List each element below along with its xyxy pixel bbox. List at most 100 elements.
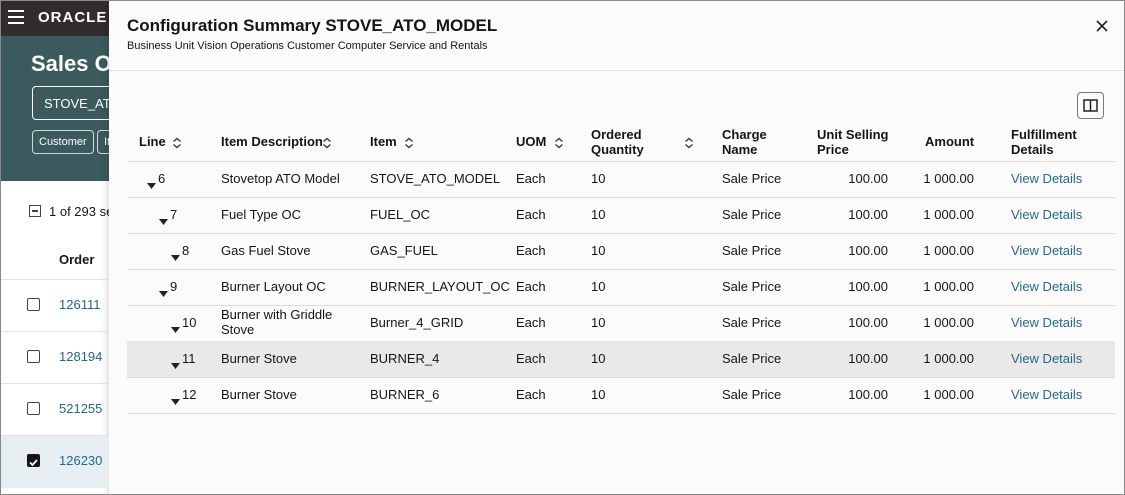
order-link[interactable]: 128194 xyxy=(59,349,103,364)
row-line xyxy=(127,269,1115,270)
view-details-link[interactable]: View Details xyxy=(1011,351,1083,366)
expand-toggle[interactable] xyxy=(171,392,180,410)
cell: 9 xyxy=(170,279,178,294)
dialog xyxy=(109,1,1124,494)
sort-icon[interactable] xyxy=(404,136,414,154)
cell: Each xyxy=(516,171,546,186)
cell: 100.00 xyxy=(848,279,888,294)
cell: 100.00 xyxy=(848,171,888,186)
cell: 6 xyxy=(158,171,166,186)
cell: BURNER_LAYOUT_OC xyxy=(370,279,510,294)
cell: Sale Price xyxy=(722,171,782,186)
row-line xyxy=(127,197,1115,198)
sort-icon[interactable] xyxy=(554,136,564,154)
cell: Each xyxy=(516,315,546,330)
cell: 1 000.00 xyxy=(923,279,974,294)
search-value: STOVE_ATO xyxy=(44,96,121,111)
column-toggle[interactable] xyxy=(1077,92,1104,119)
cell: 8 xyxy=(182,243,190,258)
checkbox[interactable] xyxy=(27,454,40,467)
cell: 1 000.00 xyxy=(923,171,974,186)
view-details-link[interactable]: View Details xyxy=(1011,207,1083,222)
order-header: Order xyxy=(59,252,95,267)
checkbox[interactable] xyxy=(27,350,40,363)
cell: 10 xyxy=(182,315,197,330)
cell: Fuel Type OC xyxy=(221,207,301,222)
row-line xyxy=(127,233,1115,234)
cell: Each xyxy=(516,351,546,366)
cell: 10 xyxy=(591,315,606,330)
column-header: UOM xyxy=(516,134,547,149)
expand-toggle[interactable] xyxy=(171,356,180,374)
cell: Burner Stove xyxy=(221,387,297,402)
cell: 10 xyxy=(591,351,606,366)
cell: 12 xyxy=(182,387,197,402)
view-details-link[interactable]: View Details xyxy=(1011,315,1083,330)
cell: 10 xyxy=(591,279,606,294)
cell: GAS_FUEL xyxy=(370,243,438,258)
cell: 11 xyxy=(182,351,196,366)
cell: Each xyxy=(516,279,546,294)
sort-icon[interactable] xyxy=(684,136,694,154)
close-button[interactable] xyxy=(1096,20,1108,32)
cell: Burner_4_GRID xyxy=(370,315,464,330)
select-all[interactable] xyxy=(29,205,41,217)
cell: 1 000.00 xyxy=(923,243,974,258)
column-header: Fulfillment Details xyxy=(1011,127,1077,157)
expand-toggle[interactable] xyxy=(159,284,168,302)
dialog-title: Configuration Summary STOVE_ATO_MODEL xyxy=(127,16,498,35)
expand-toggle[interactable] xyxy=(171,320,180,338)
expand-toggle[interactable] xyxy=(159,212,168,230)
order-row-line xyxy=(1,331,109,332)
order-link[interactable]: 126230 xyxy=(59,453,103,468)
view-details-link[interactable]: View Details xyxy=(1011,279,1083,294)
cell: BURNER_6 xyxy=(370,387,440,402)
filter-chip[interactable]: Customer xyxy=(32,130,94,154)
expand-toggle[interactable] xyxy=(171,248,180,266)
checkbox[interactable] xyxy=(27,298,40,311)
column-header: Ordered Quantity xyxy=(591,127,644,157)
cell: Burner Stove xyxy=(221,351,297,366)
order-link[interactable]: 521255 xyxy=(59,401,103,416)
sort-icon[interactable] xyxy=(172,136,182,154)
header-line xyxy=(127,161,1115,162)
cell: Each xyxy=(516,387,546,402)
column-header: Amount xyxy=(925,134,975,149)
view-details-link[interactable]: View Details xyxy=(1011,387,1083,402)
cell: 100.00 xyxy=(848,387,888,402)
column-header: Item xyxy=(370,134,397,149)
view-details-link[interactable]: View Details xyxy=(1011,171,1083,186)
cell: Sale Price xyxy=(722,351,782,366)
cell: STOVE_ATO_MODEL xyxy=(370,171,501,186)
row-line xyxy=(127,377,1115,378)
sort-icon[interactable] xyxy=(322,136,332,154)
divider xyxy=(109,70,1124,71)
order-link[interactable]: 126111 xyxy=(59,297,101,312)
cell: 7 xyxy=(170,207,178,222)
cell: 10 xyxy=(591,171,606,186)
cell: 100.00 xyxy=(848,351,888,366)
order-row-line xyxy=(1,279,109,280)
app-header xyxy=(1,1,109,36)
cell: 1 000.00 xyxy=(923,351,974,366)
column-header: Unit Selling Price xyxy=(817,127,889,157)
column-header: Line xyxy=(139,134,166,149)
cell: Gas Fuel Stove xyxy=(221,243,311,258)
cell: 100.00 xyxy=(848,315,888,330)
view-details-link[interactable]: View Details xyxy=(1011,243,1083,258)
cell: 1 000.00 xyxy=(923,207,974,222)
menu-icon[interactable] xyxy=(8,10,26,24)
cell: Sale Price xyxy=(722,243,782,258)
expand-toggle[interactable] xyxy=(147,176,156,194)
cell: Each xyxy=(516,243,546,258)
cell: Each xyxy=(516,207,546,222)
column-header: Charge Name xyxy=(722,127,767,157)
cell: Burner with Griddle Stove xyxy=(221,307,333,337)
order-row-line xyxy=(1,383,109,384)
search-box[interactable] xyxy=(32,86,124,120)
column-header: Item Description xyxy=(221,134,323,149)
cell: 1 000.00 xyxy=(923,315,974,330)
checkbox[interactable] xyxy=(27,402,40,415)
cell: BURNER_4 xyxy=(370,351,440,366)
